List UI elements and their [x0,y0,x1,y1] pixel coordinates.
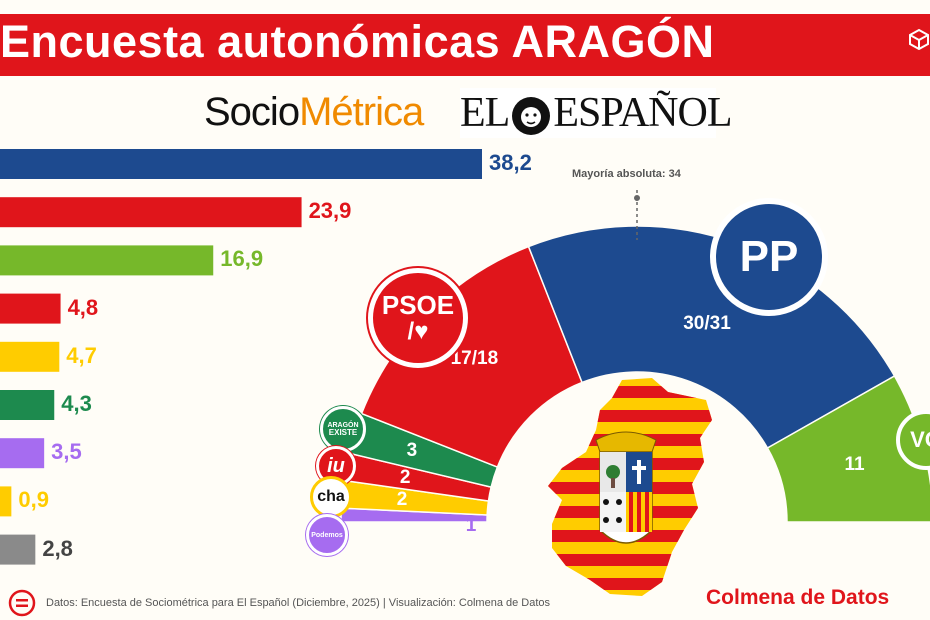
pp-logo: PP [710,198,828,316]
aragon-flag-map [548,378,712,596]
cha-logo: cha [310,476,352,518]
bar-value-label: 23,9 [308,198,352,224]
bar-7 [0,486,12,517]
majority-label: Mayoría absoluta: 34 [572,168,681,180]
el-espanol-logo: EL ESPAÑOL [460,88,732,138]
seat-label: 2 [399,466,411,488]
bar-value-label: 3,5 [51,439,82,465]
bar-3 [0,293,61,324]
seat-label: 3 [406,440,418,462]
bar-value-label: 4,8 [67,294,99,320]
psoe-logo-text: PSOE [381,290,455,320]
iu-logo-text: iu [327,455,345,477]
seat-label: 17/18 [450,348,499,370]
title-bar [0,14,930,76]
bar-value-label: 38,2 [489,150,532,175]
bar-0 [0,149,482,179]
seat-label: 1 [465,515,477,537]
lion-icon [512,97,551,136]
aragon-existe-logo: ARAGÓN EXISTE [320,406,366,452]
vox-logo-text: VO [910,427,930,452]
bar-value-label: 0,9 [18,487,49,513]
cube-icon [909,28,929,50]
aragon-existe-logo-bottom: EXISTE [328,427,358,437]
colmena-icon [8,589,36,617]
brand-name: Colmena de Datos [706,586,890,609]
bar-6 [0,438,45,469]
podemos-logo-text: Podemos [311,531,343,539]
el-espanol-logo-part1: EL [460,90,510,136]
sociometrica-logo-part2: Métrica [299,90,424,134]
bar-1 [0,197,302,228]
bar-value-label: 4,7 [66,342,97,368]
bar-4 [0,341,60,372]
bar-chart [0,149,482,565]
majority-marker [634,195,640,201]
aragon-existe-logo-top: ARAGÓN [327,421,359,429]
psoe-logo: PSOE /♥ [368,268,468,368]
pp-logo-text: PP [739,232,799,281]
psoe-logo-rose: /♥ [407,318,429,345]
sociometrica-logo-part1: Socio [204,90,300,134]
bar-5 [0,390,55,420]
source-note: Datos: Encuesta de Sociométrica para El … [46,597,551,609]
page-title: Encuesta autonómicas ARAGÓN [0,16,715,67]
bar-value-label: 4,3 [61,391,92,416]
podemos-logo: Podemos [306,514,348,556]
el-espanol-logo-part2: ESPAÑOL [553,90,732,136]
bar-2 [0,245,214,276]
bar-value-label: 2,8 [42,535,73,561]
seat-label: 11 [844,453,865,475]
bar-value-label: 16,9 [220,246,264,272]
sociometrica-logo: SocioMétrica [204,90,424,138]
bar-8 [0,534,36,565]
seat-label: 30/31 [683,313,731,335]
seat-label: 2 [396,488,408,510]
cha-logo-text: cha [317,488,345,505]
coat-of-arms-icon [595,431,657,544]
